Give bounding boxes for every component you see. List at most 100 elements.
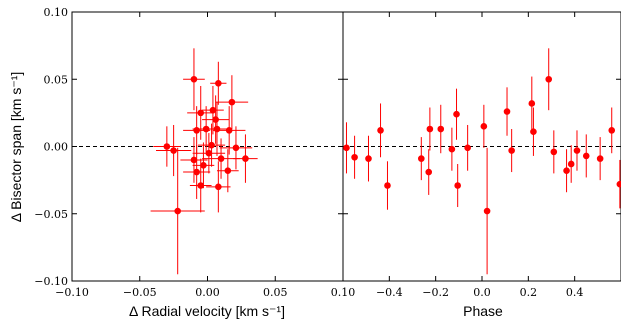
data-marker <box>384 182 391 189</box>
x-axis-label-phase: Phase <box>463 303 503 319</box>
data-marker <box>530 128 537 136</box>
data-marker <box>215 79 222 87</box>
data-marker <box>582 152 590 160</box>
data-point <box>215 75 249 130</box>
data-marker <box>596 155 604 162</box>
data-marker <box>616 180 621 188</box>
data-point <box>454 163 461 208</box>
data-point <box>528 76 536 131</box>
data-point <box>608 107 616 154</box>
data-marker <box>217 155 225 162</box>
data-marker <box>242 155 249 162</box>
data-point <box>384 161 391 210</box>
data-marker <box>190 75 198 83</box>
data-point <box>150 147 205 275</box>
data-marker <box>567 160 575 168</box>
x-tick-label: −0.2 <box>422 286 449 299</box>
data-point <box>448 127 456 171</box>
x-tick-label: −0.4 <box>376 286 403 299</box>
data-point <box>377 103 384 158</box>
data-marker <box>377 127 384 134</box>
data-point <box>365 135 372 182</box>
data-point <box>198 123 226 167</box>
data-marker <box>545 75 553 83</box>
data-point <box>573 130 581 171</box>
y-tick-label: −0.05 <box>34 208 68 221</box>
data-marker <box>563 167 570 175</box>
data-marker <box>190 156 198 164</box>
x-tick-label: 0.0 <box>473 286 491 299</box>
data-marker <box>163 143 171 150</box>
x-tick-label: 0.10 <box>331 286 356 299</box>
data-marker <box>208 141 215 149</box>
data-marker <box>228 98 236 106</box>
y-tick-label: 0.00 <box>44 141 69 154</box>
data-point <box>233 134 258 183</box>
data-marker <box>200 162 207 169</box>
panel-rv-vs-bisector: −0.10 −0.05 0.00 0.05 0.10 0.10 0.05 0.00 −0.05 −… <box>34 6 355 299</box>
data-marker <box>170 147 177 154</box>
data-point <box>616 159 621 209</box>
data-marker <box>365 155 372 162</box>
data-marker <box>550 148 558 156</box>
y-tick-label: 0.10 <box>44 6 69 19</box>
data-marker <box>225 127 233 134</box>
data-point <box>453 88 460 140</box>
data-point <box>206 161 231 213</box>
data-marker <box>426 125 434 133</box>
data-marker <box>197 109 205 117</box>
data-point <box>153 126 181 167</box>
x-tick-label: 0.00 <box>195 286 220 299</box>
data-marker <box>209 106 217 114</box>
data-point <box>582 134 590 178</box>
y-axis-label-bisector-span: Δ Bisector span [km s⁻¹] <box>8 72 24 223</box>
data-point <box>425 149 433 195</box>
data-marker <box>437 125 445 133</box>
data-point <box>189 158 212 213</box>
data-marker <box>205 149 213 157</box>
data-marker <box>224 167 232 175</box>
data-marker <box>425 168 433 176</box>
data-marker <box>453 110 460 118</box>
x-tick-label: −0.10 <box>55 286 89 299</box>
data-point <box>545 48 553 111</box>
data-marker <box>483 207 491 215</box>
data-marker <box>528 100 536 107</box>
data-point <box>530 107 537 156</box>
data-point <box>219 126 253 170</box>
data-marker <box>464 144 471 152</box>
data-marker <box>454 182 461 189</box>
data-point <box>156 124 192 177</box>
data-marker <box>508 147 515 154</box>
plot-frame <box>342 11 621 282</box>
data-marker <box>197 182 205 189</box>
data-point <box>503 87 511 136</box>
data-point <box>192 133 226 174</box>
data-marker <box>351 153 358 161</box>
data-point <box>212 106 246 155</box>
x-tick-label: 0.05 <box>263 286 288 299</box>
data-point <box>351 135 358 179</box>
data-point <box>426 107 434 151</box>
data-marker <box>215 183 222 191</box>
data-marker <box>232 144 240 152</box>
data-marker <box>608 127 616 134</box>
data-point <box>343 122 350 174</box>
data-marker <box>212 116 219 123</box>
data-point <box>210 61 227 105</box>
x-axis-label-radial-velocity: Δ Radial velocity [km s⁻¹] <box>129 303 285 319</box>
data-point <box>480 104 488 148</box>
x-tick-label: 0.2 <box>520 286 538 299</box>
x-tick-label: 0.4 <box>566 286 584 299</box>
data-marker <box>480 123 488 130</box>
data-marker <box>193 168 200 176</box>
data-point <box>483 147 491 275</box>
y-tick-label: −0.10 <box>34 275 68 288</box>
data-marker <box>213 125 221 133</box>
data-marker <box>503 108 511 115</box>
data-point <box>187 85 215 140</box>
data-point <box>183 48 205 111</box>
data-point <box>183 145 211 199</box>
